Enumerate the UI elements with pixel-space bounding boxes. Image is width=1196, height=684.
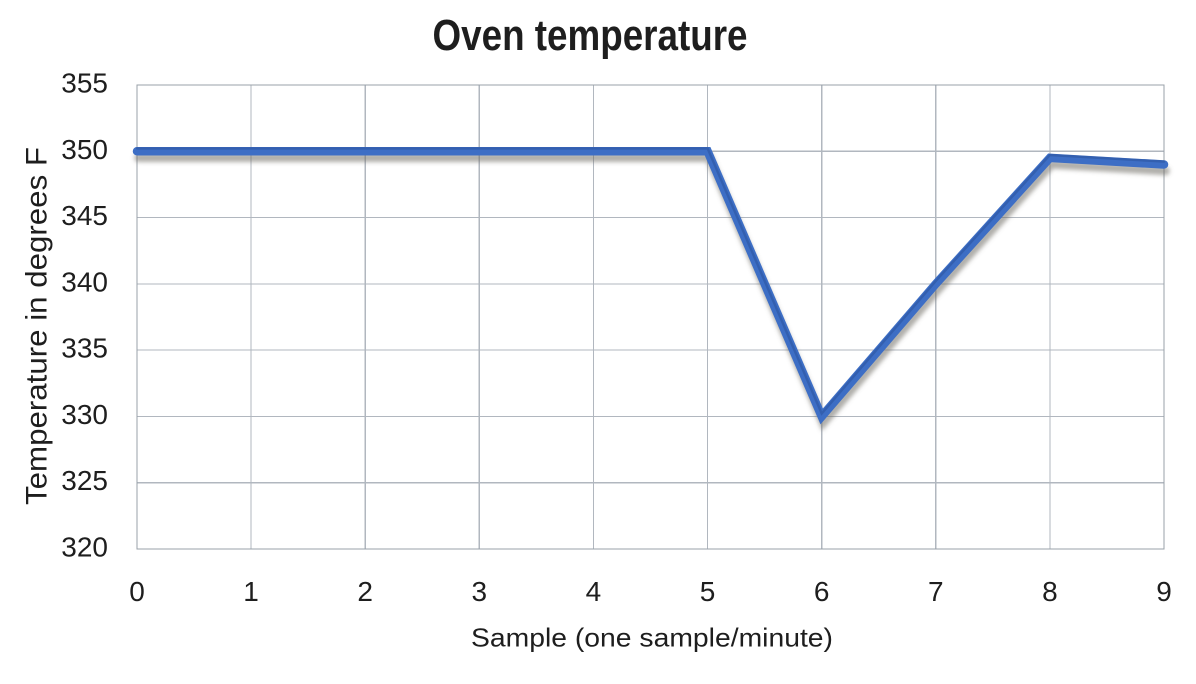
svg-text:3: 3 (472, 576, 488, 607)
svg-text:5: 5 (700, 576, 716, 607)
svg-text:8: 8 (1042, 576, 1058, 607)
svg-text:9: 9 (1156, 576, 1172, 607)
svg-text:340: 340 (61, 266, 108, 297)
svg-text:320: 320 (61, 532, 108, 563)
svg-text:6: 6 (814, 576, 830, 607)
svg-text:7: 7 (928, 576, 944, 607)
svg-text:350: 350 (61, 134, 108, 165)
svg-text:Temperature in degrees F: Temperature in degrees F (21, 147, 54, 505)
svg-text:2: 2 (357, 576, 373, 607)
svg-text:4: 4 (586, 576, 602, 607)
svg-text:0: 0 (129, 576, 145, 607)
svg-text:330: 330 (61, 399, 108, 430)
svg-text:1: 1 (243, 576, 259, 607)
svg-text:Oven temperature: Oven temperature (433, 11, 748, 60)
svg-text:Sample (one sample/minute): Sample (one sample/minute) (471, 623, 833, 653)
svg-text:355: 355 (61, 68, 108, 99)
svg-text:345: 345 (61, 200, 108, 231)
svg-text:335: 335 (61, 333, 108, 364)
svg-text:325: 325 (61, 465, 108, 496)
